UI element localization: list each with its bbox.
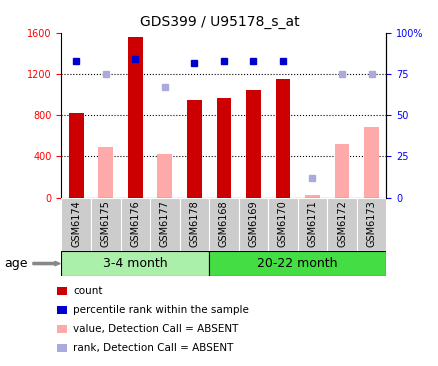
Bar (326, 198, 356, 251)
Bar (297, 198, 326, 251)
Bar (208, 251, 385, 276)
Bar (238, 198, 268, 251)
Bar (208, 198, 238, 251)
Text: GSM6172: GSM6172 (336, 200, 346, 247)
Bar (275, 79, 290, 198)
Bar (364, 127, 378, 198)
Bar (91, 198, 120, 251)
Bar (150, 198, 179, 251)
Text: GSM6169: GSM6169 (248, 200, 258, 247)
Bar (245, 90, 260, 198)
Text: GDS399 / U95178_s_at: GDS399 / U95178_s_at (139, 15, 299, 29)
Text: GSM6178: GSM6178 (189, 200, 199, 247)
Bar (304, 195, 319, 198)
Bar (127, 37, 142, 198)
Bar (356, 198, 385, 251)
Bar (187, 100, 201, 198)
Text: 3-4 month: 3-4 month (103, 257, 167, 270)
Text: GSM6176: GSM6176 (130, 200, 140, 247)
Text: value, Detection Call = ABSENT: value, Detection Call = ABSENT (73, 324, 238, 334)
Bar (179, 198, 208, 251)
Text: 20-22 month: 20-22 month (257, 257, 337, 270)
Text: count: count (73, 286, 102, 296)
Bar (69, 113, 83, 198)
Text: GSM6171: GSM6171 (307, 200, 317, 247)
Bar (334, 144, 349, 198)
Text: percentile rank within the sample: percentile rank within the sample (73, 305, 249, 315)
Text: age: age (4, 257, 28, 270)
Bar (216, 98, 231, 198)
Text: GSM6168: GSM6168 (219, 200, 228, 247)
Bar (61, 251, 208, 276)
Bar (61, 198, 91, 251)
Text: GSM6173: GSM6173 (366, 200, 376, 247)
Text: GSM6177: GSM6177 (159, 200, 170, 247)
Text: GSM6170: GSM6170 (277, 200, 287, 247)
Bar (98, 147, 113, 198)
Text: GSM6175: GSM6175 (101, 200, 110, 247)
Text: GSM6174: GSM6174 (71, 200, 81, 247)
Bar (120, 198, 150, 251)
Bar (268, 198, 297, 251)
Text: rank, Detection Call = ABSENT: rank, Detection Call = ABSENT (73, 343, 233, 353)
Bar (157, 154, 172, 198)
